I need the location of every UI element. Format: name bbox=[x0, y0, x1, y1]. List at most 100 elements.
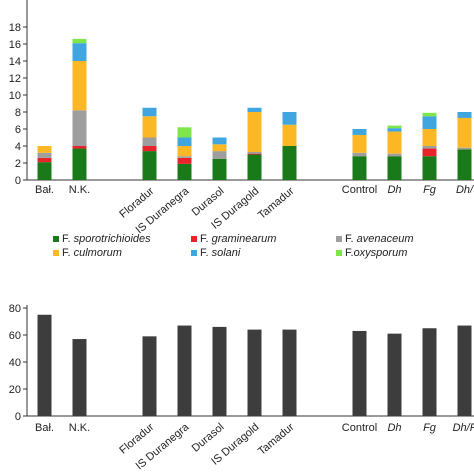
category-label: Fg bbox=[423, 184, 437, 196]
y-tick-label: 60 bbox=[9, 330, 21, 342]
bar bbox=[282, 329, 297, 416]
category-label: N.K. bbox=[69, 422, 90, 434]
legend-label: F.oxysporum bbox=[345, 247, 407, 259]
category-label: Control bbox=[342, 184, 377, 196]
category-label: N.K. bbox=[69, 184, 90, 196]
y-tick-label: 14 bbox=[9, 56, 21, 68]
bar-segment bbox=[142, 151, 157, 180]
bar-segment bbox=[457, 149, 472, 180]
bar-segment bbox=[177, 157, 192, 164]
legend-label: F. avenaceum bbox=[345, 233, 414, 245]
category-label: Fg bbox=[423, 422, 437, 434]
bar-segment bbox=[247, 154, 262, 180]
y-tick-label: 80 bbox=[9, 303, 21, 315]
bar-segment bbox=[282, 146, 297, 180]
category-label: Dh bbox=[387, 184, 401, 196]
bar-segment bbox=[282, 124, 297, 146]
bar-segment bbox=[177, 137, 192, 146]
bar-segment bbox=[247, 107, 262, 112]
category-label: Bał. bbox=[35, 184, 54, 196]
y-tick-label: 20 bbox=[9, 384, 21, 396]
bar-segment bbox=[72, 61, 87, 111]
y-tick-label: 16 bbox=[9, 39, 21, 51]
bar-segment bbox=[72, 110, 87, 146]
bar-segment bbox=[352, 156, 367, 180]
y-tick-label: 0 bbox=[15, 175, 21, 187]
category-label: Control bbox=[342, 422, 377, 434]
bar bbox=[72, 339, 87, 416]
bar bbox=[247, 329, 262, 416]
legend-swatch bbox=[336, 236, 342, 242]
bar-segment bbox=[422, 112, 437, 117]
bar-segment bbox=[352, 134, 367, 153]
bar-segment bbox=[212, 144, 227, 152]
y-tick-label: 4 bbox=[15, 141, 21, 153]
bar-segment bbox=[142, 116, 157, 138]
bar-segment bbox=[457, 112, 472, 118]
y-tick-label: 8 bbox=[15, 107, 21, 119]
bar-segment bbox=[247, 153, 262, 155]
bar-segment bbox=[352, 152, 367, 157]
bar-segment bbox=[177, 156, 192, 158]
category-label: Dh/F bbox=[453, 422, 474, 434]
legend: F. sporotrichioides F. graminearum F. aven… bbox=[53, 233, 414, 259]
bar-segment bbox=[387, 131, 402, 154]
y-tick-label: 2 bbox=[15, 158, 21, 170]
category-label: Dh bbox=[387, 422, 401, 434]
bar-segment bbox=[422, 116, 437, 129]
y-tick-label: 6 bbox=[15, 124, 21, 136]
bar-segment bbox=[142, 107, 157, 117]
bar-segment bbox=[37, 162, 52, 180]
category-label: Tamadur bbox=[256, 185, 297, 222]
legend-swatch bbox=[191, 250, 197, 256]
bar bbox=[212, 326, 227, 416]
bar-segment bbox=[37, 152, 52, 158]
bar-segment bbox=[422, 148, 437, 157]
bar-segment bbox=[72, 38, 87, 44]
legend-label: F. solani bbox=[200, 247, 241, 259]
bar bbox=[457, 325, 472, 416]
legend-swatch bbox=[191, 236, 197, 242]
bar bbox=[37, 314, 52, 416]
y-tick-label: 0 bbox=[15, 411, 21, 423]
bar-segment bbox=[177, 146, 192, 157]
bar bbox=[177, 325, 192, 416]
bar-segment bbox=[72, 43, 87, 61]
legend-swatch bbox=[336, 250, 342, 256]
category-label: Dh/ bbox=[456, 184, 474, 196]
category-label: Bał. bbox=[35, 422, 54, 434]
bar-segment bbox=[247, 112, 262, 152]
bar-segment bbox=[37, 157, 52, 163]
legend-label: F. sporotrichioides bbox=[62, 233, 151, 245]
bar-segment bbox=[387, 128, 402, 132]
bar-segment bbox=[177, 127, 192, 138]
bar-segment bbox=[422, 156, 437, 180]
bar-segment bbox=[247, 151, 262, 154]
legend-label: F. graminearum bbox=[200, 233, 276, 245]
bar bbox=[352, 330, 367, 416]
bar-segment bbox=[142, 137, 157, 146]
category-label: Tamadur bbox=[256, 421, 297, 458]
bar bbox=[422, 328, 437, 416]
bar-segment bbox=[72, 148, 87, 180]
legend-swatch bbox=[53, 250, 59, 256]
y-tick-label: 40 bbox=[9, 357, 21, 369]
bar-segment bbox=[212, 158, 227, 180]
legend-label: F. culmorum bbox=[62, 247, 122, 259]
y-tick-label: 12 bbox=[9, 73, 21, 85]
y-tick-label: 10 bbox=[9, 90, 21, 102]
y-tick-label: 18 bbox=[9, 22, 21, 34]
bar-segment bbox=[422, 129, 437, 146]
bar-segment bbox=[212, 151, 227, 159]
bar-segment bbox=[72, 146, 87, 149]
bar-segment bbox=[387, 125, 402, 129]
bar-segment bbox=[177, 163, 192, 180]
bar-segment bbox=[282, 112, 297, 125]
bar-segment bbox=[387, 156, 402, 180]
bar-segment bbox=[457, 117, 472, 148]
bar bbox=[142, 336, 157, 416]
bar-segment bbox=[422, 146, 437, 149]
legend-swatch bbox=[53, 236, 59, 242]
